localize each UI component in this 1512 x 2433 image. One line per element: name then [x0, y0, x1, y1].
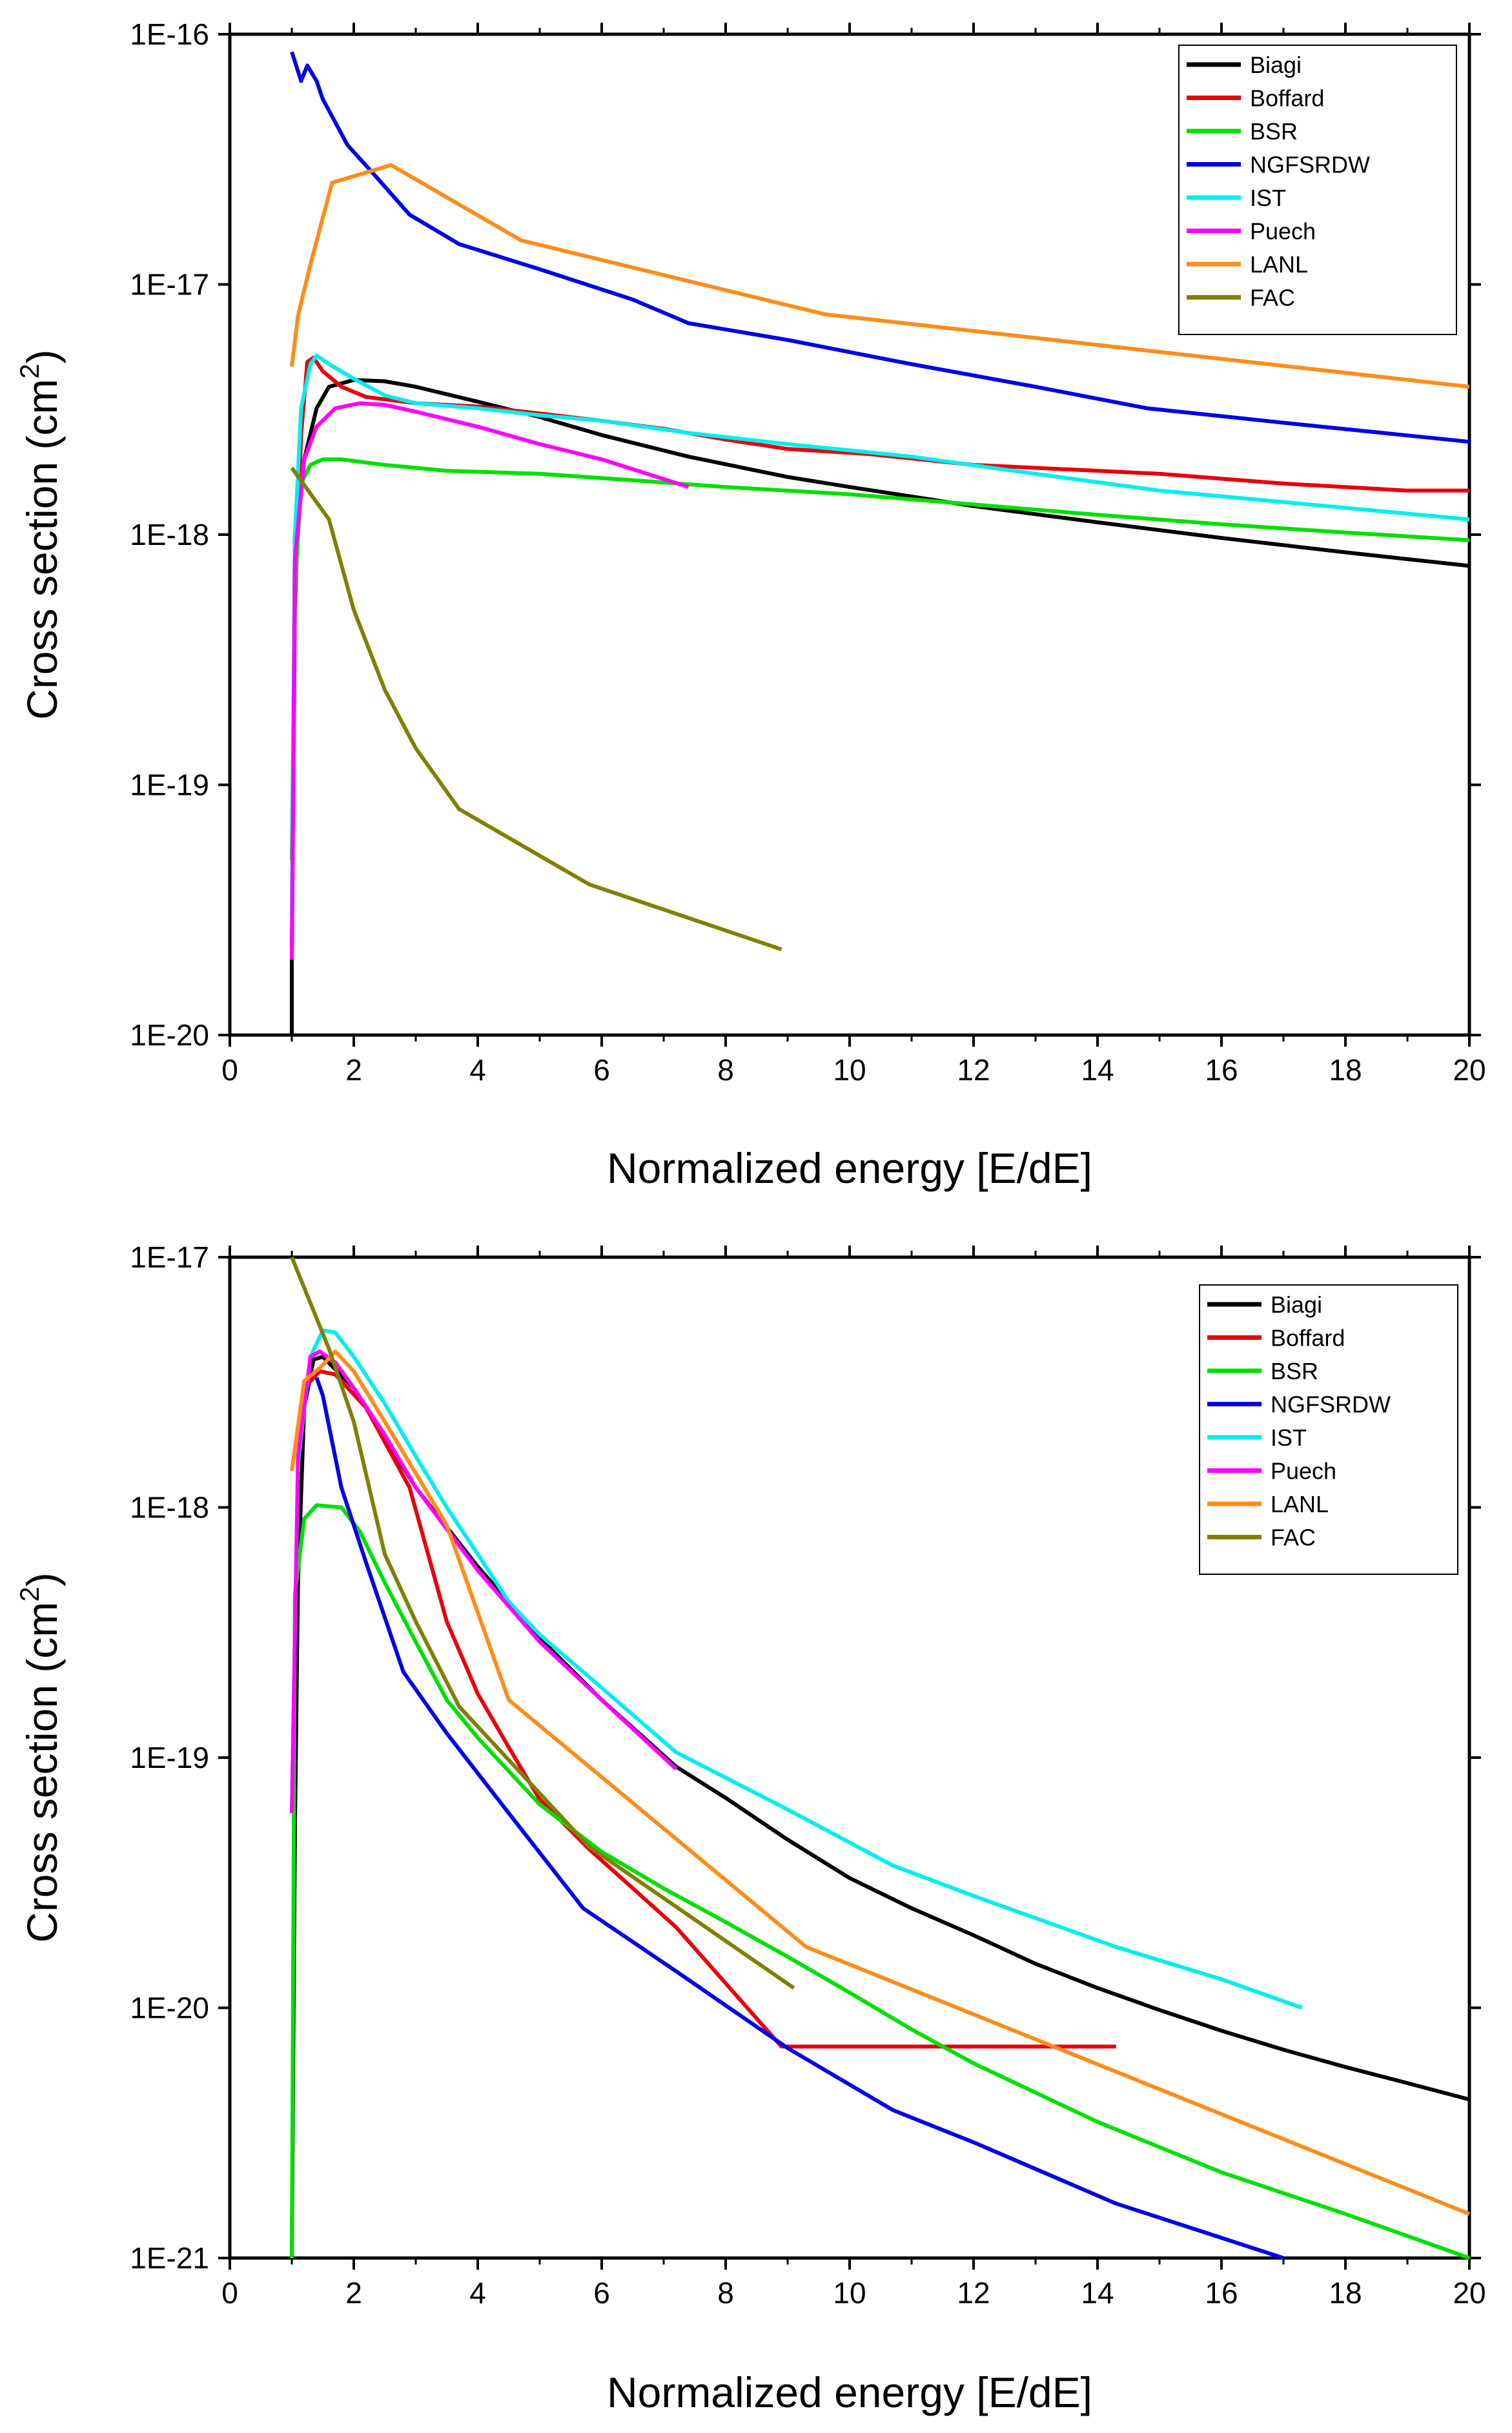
legend-label-boffard: Boffard — [1271, 1325, 1345, 1351]
legend-box — [1199, 1284, 1458, 1575]
x-tick-label: 2 — [345, 1053, 362, 1087]
x-tick-label: 14 — [1081, 1053, 1114, 1087]
series-line-ngfsrdw — [314, 1377, 1284, 2260]
legend-label-biagi: Biagi — [1271, 1291, 1322, 1318]
x-tick-label: 20 — [1453, 2276, 1486, 2310]
x-tick-label: 8 — [717, 2276, 734, 2310]
x-tick-label: 20 — [1453, 1053, 1486, 1087]
x-tick-label: 6 — [593, 1053, 610, 1087]
series-line-puech — [290, 401, 690, 960]
chart-bottom: 0 2 4 6 8 10 12 14 16 18 20 1E-211E-201E-191E-181E… — [14, 1240, 1486, 2416]
x-tick-label: 12 — [957, 2276, 990, 2310]
x-tick-label: 10 — [833, 1053, 866, 1087]
y-tick-label: 1E-21 — [130, 2241, 209, 2275]
x-tick-label: 0 — [221, 2276, 238, 2310]
y-axis-title-suffix: ) — [18, 349, 66, 364]
series-line-ist — [290, 1328, 1303, 2010]
legend-label-boffard: Boffard — [1250, 85, 1324, 112]
y-tick-label: 1E-16 — [130, 17, 209, 51]
legend-label-bsr: BSR — [1250, 118, 1298, 145]
legend-label-bsr: BSR — [1271, 1358, 1318, 1384]
x-tick-label: 2 — [345, 2276, 362, 2310]
x-tick-label: 14 — [1081, 2276, 1114, 2310]
series-line-fac — [290, 1256, 795, 1990]
series-line-puech — [290, 1350, 678, 1814]
y-axis-title: Cross section (cm2) — [14, 1572, 66, 1942]
series-line-boffard — [302, 1369, 1116, 2049]
series-lines — [290, 1256, 1471, 2260]
y-tick-label: 1E-19 — [130, 1741, 209, 1774]
legend-label-lanl: LANL — [1250, 251, 1308, 278]
legend-label-ngfsrdw: NGFSRDW — [1250, 152, 1370, 178]
series-line-ist — [290, 353, 1470, 916]
series-line-lanl — [290, 1350, 1471, 2216]
x-ticks: 0 2 4 6 8 10 12 14 16 18 20 — [221, 1246, 1486, 2310]
legend-label-puech: Puech — [1271, 1458, 1336, 1484]
series-lines — [290, 51, 1470, 1035]
x-tick-label: 6 — [593, 2276, 610, 2310]
series-line-lanl — [290, 163, 1470, 389]
y-tick-label: 1E-19 — [130, 768, 209, 802]
y-tick-label: 1E-20 — [130, 1018, 209, 1052]
x-axis-title: Normalized energy [E/dE] — [607, 1144, 1092, 1192]
y-axis-title-superscript: 2 — [14, 1586, 45, 1601]
legend-label-puech: Puech — [1250, 218, 1316, 245]
series-line-ngfsrdw — [290, 51, 1470, 444]
legend-label-ist: IST — [1271, 1424, 1307, 1451]
legend-label-biagi: Biagi — [1250, 52, 1302, 78]
legend-label-lanl: LANL — [1271, 1491, 1329, 1517]
y-ticks: 1E-20 1E-19 1E-18 1E-17 1E-16 — [130, 17, 1481, 1052]
chart-top: 0 2 4 6 8 10 12 14 16 18 20 1E-201E-191E-181E-171E… — [14, 17, 1486, 1192]
legend-label-fac: FAC — [1271, 1524, 1316, 1551]
y-axis-title-suffix: ) — [18, 1572, 66, 1586]
x-tick-label: 18 — [1329, 2276, 1362, 2310]
y-axis-title-prefix: Cross section (cm — [18, 379, 66, 720]
x-tick-label: 4 — [469, 1053, 486, 1087]
y-tick-label: 1E-18 — [130, 1491, 209, 1524]
x-tick-label: 0 — [221, 1053, 238, 1087]
x-axis-title: Normalized energy [E/dE] — [607, 2368, 1092, 2416]
series-line-bsr — [290, 457, 1470, 861]
legend: Biagi Boffard BSR NGFSRDW IST Puech LANL FAC — [1178, 45, 1457, 335]
y-tick-label: 1E-17 — [130, 1240, 209, 1274]
x-ticks: 0 2 4 6 8 10 12 14 16 18 20 — [221, 23, 1486, 1087]
legend-items: Biagi Boffard BSR NGFSRDW IST Puech LANL FAC — [1207, 1291, 1391, 1551]
legend-items: Biagi Boffard BSR NGFSRDW IST Puech LANL FAC — [1187, 52, 1370, 311]
y-axis-title-prefix: Cross section (cm — [18, 1602, 66, 1943]
legend-box — [1178, 45, 1457, 335]
legend: Biagi Boffard BSR NGFSRDW IST Puech LANL FAC — [1199, 1284, 1458, 1575]
x-tick-label: 8 — [717, 1053, 734, 1087]
series-line-fac — [290, 466, 782, 952]
x-tick-label: 4 — [469, 2276, 486, 2310]
y-tick-label: 1E-18 — [130, 518, 209, 551]
x-tick-label: 12 — [957, 1053, 990, 1087]
series-line-biagi — [290, 1355, 1470, 2259]
y-tick-label: 1E-20 — [130, 1991, 209, 2025]
legend-label-fac: FAC — [1250, 285, 1295, 311]
y-axis-title-superscript: 2 — [14, 364, 45, 378]
y-axis-title: Cross section (cm2) — [14, 349, 66, 719]
x-tick-label: 10 — [833, 2276, 866, 2310]
x-tick-label: 16 — [1205, 2276, 1238, 2310]
y-ticks: 1E-21 1E-20 1E-19 1E-18 1E-17 — [130, 1240, 1481, 2275]
x-tick-label: 16 — [1205, 1053, 1238, 1087]
legend-label-ngfsrdw: NGFSRDW — [1271, 1391, 1391, 1418]
x-tick-label: 18 — [1329, 1053, 1362, 1087]
legend-label-ist: IST — [1250, 185, 1286, 211]
y-tick-label: 1E-17 — [130, 268, 209, 302]
